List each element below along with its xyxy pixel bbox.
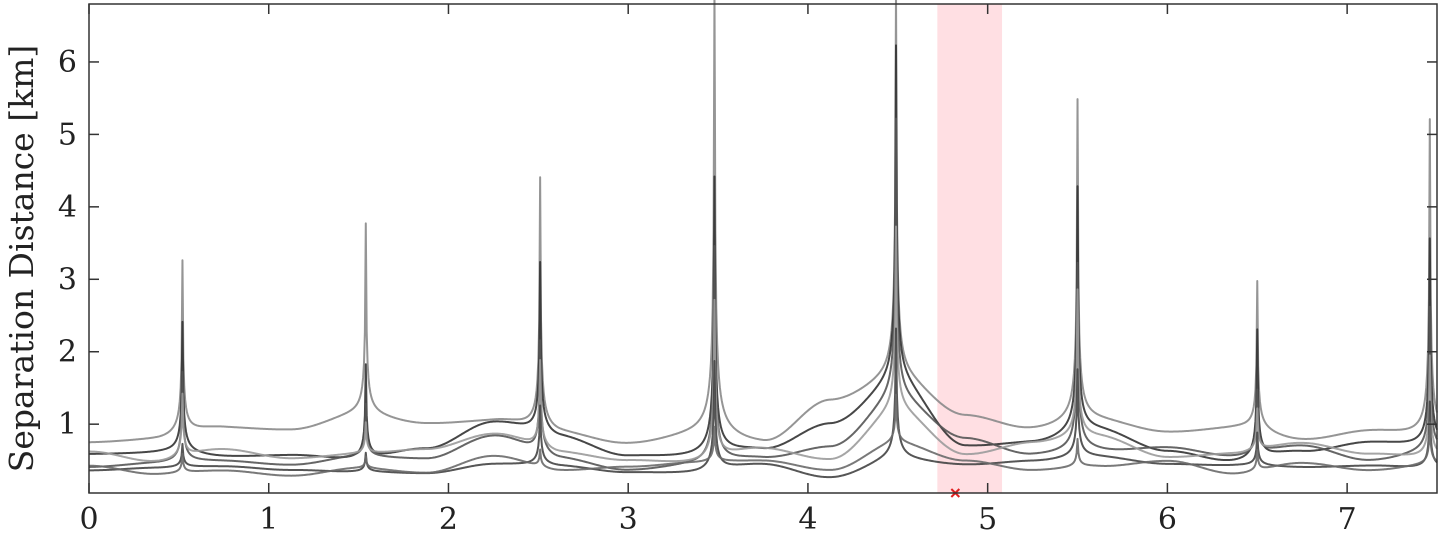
tick-layer: 0 1 2 3 4 5 6 7 1 2 3 4 5 6 bbox=[58, 4, 1437, 537]
x-tick-label: 2 bbox=[439, 502, 458, 537]
y-tick-label: 5 bbox=[58, 117, 77, 152]
series-line-1 bbox=[88, 0, 1438, 444]
x-tick-label: 7 bbox=[1338, 502, 1357, 537]
y-tick-label: 1 bbox=[58, 407, 77, 442]
series-line-5 bbox=[88, 327, 1438, 479]
x-tick-label: 6 bbox=[1158, 502, 1177, 537]
y-tick-label: 6 bbox=[58, 45, 77, 80]
series-line-3 bbox=[88, 117, 1438, 471]
x-tick-label: 5 bbox=[978, 502, 997, 537]
y-tick-label: 4 bbox=[58, 190, 77, 225]
x-tick-label: 3 bbox=[619, 502, 638, 537]
series-line-2 bbox=[88, 44, 1438, 462]
y-tick-label: 3 bbox=[58, 262, 77, 297]
series-layer bbox=[88, 0, 1438, 479]
y-axis-title: Separation Distance [km] bbox=[2, 45, 41, 473]
y-tick-label: 2 bbox=[58, 335, 77, 370]
x-tick-label: 1 bbox=[259, 502, 278, 537]
highlight-band-layer bbox=[937, 4, 1003, 493]
highlight-band bbox=[937, 4, 1003, 493]
series-line-4 bbox=[88, 225, 1438, 463]
x-tick-label: 0 bbox=[79, 502, 98, 537]
series-line-6 bbox=[88, 393, 1438, 477]
plot-frame bbox=[88, 3, 1438, 494]
x-tick-label: 4 bbox=[798, 502, 817, 537]
